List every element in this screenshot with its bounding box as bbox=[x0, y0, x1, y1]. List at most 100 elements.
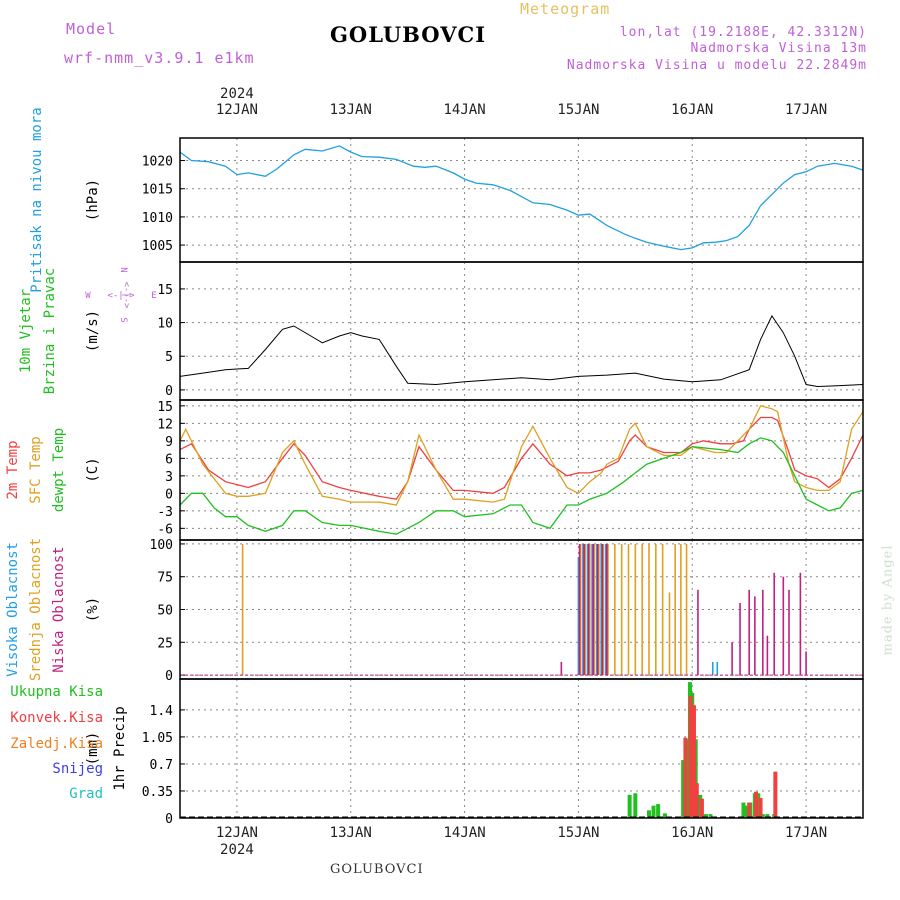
y-unit-label: (hPa) bbox=[85, 179, 101, 221]
data-bar bbox=[606, 543, 608, 676]
data-bar bbox=[683, 737, 688, 818]
y-axis-title: dewpt Temp bbox=[51, 428, 67, 512]
lonlat-label: lon,lat (19.2188E, 42.3312N) bbox=[619, 25, 867, 40]
data-bar bbox=[716, 661, 719, 676]
y-tick-label: 12 bbox=[157, 417, 173, 432]
y-tick-label: 9 bbox=[165, 435, 173, 450]
y-axis-title: 10m Vjetar bbox=[18, 289, 34, 373]
data-bar bbox=[661, 543, 664, 676]
dir-legend-horizontal: <-|-> bbox=[107, 291, 135, 301]
y-tick-label: -3 bbox=[157, 505, 173, 520]
data-bar bbox=[773, 572, 776, 676]
data-bar bbox=[739, 602, 741, 676]
y-tick-label: 25 bbox=[157, 636, 173, 651]
data-bar bbox=[596, 543, 599, 676]
series-line bbox=[179, 314, 864, 388]
data-bar bbox=[655, 543, 657, 676]
series-line bbox=[179, 145, 864, 251]
station-title: GOLUBOVCI bbox=[330, 22, 487, 47]
y-axis-title: Niska Oblacnost bbox=[51, 546, 67, 672]
model-altitude-label: Nadmorska Visina u modelu 22.2849m bbox=[566, 58, 867, 73]
y-tick-label: 1020 bbox=[142, 155, 173, 170]
data-bar bbox=[758, 797, 763, 818]
y-tick-label: 15 bbox=[157, 283, 173, 298]
data-bar bbox=[694, 783, 699, 818]
data-bar bbox=[680, 543, 682, 676]
footer-title: GOLUBOVCI bbox=[330, 862, 424, 877]
data-bar bbox=[782, 576, 785, 676]
data-bar bbox=[691, 705, 696, 818]
year-label-bottom: 2024 bbox=[220, 842, 254, 858]
time-tick-label-top: 16JAN bbox=[671, 102, 713, 118]
panel-frame bbox=[179, 137, 864, 263]
data-bar bbox=[602, 543, 605, 676]
precip-legend-item: Ukupna Kisa bbox=[10, 684, 103, 700]
data-bar bbox=[656, 804, 661, 818]
data-bar bbox=[589, 543, 591, 676]
dir-legend-s: S bbox=[118, 317, 128, 322]
data-bar bbox=[593, 543, 596, 676]
data-bar bbox=[578, 543, 581, 676]
panel-frame bbox=[179, 399, 864, 541]
data-bar bbox=[595, 543, 598, 676]
data-bar bbox=[685, 543, 688, 676]
data-bar bbox=[662, 813, 667, 818]
data-bar bbox=[766, 635, 769, 676]
time-tick-label-top: 12JAN bbox=[216, 102, 258, 118]
y-tick-label: 75 bbox=[157, 571, 173, 586]
y-unit-label: (mm) bbox=[85, 732, 101, 766]
model-label: Model bbox=[66, 20, 117, 38]
altitude-label: Nadmorska Visina 13m bbox=[690, 41, 867, 56]
data-bar bbox=[748, 589, 750, 676]
data-bar bbox=[760, 814, 765, 818]
data-bar bbox=[685, 739, 690, 818]
watermark: made by Angel bbox=[880, 544, 896, 656]
time-tick-label-bottom: 17JAN bbox=[785, 825, 827, 841]
time-tick-label-bottom: 12JAN bbox=[216, 825, 258, 841]
data-bar bbox=[747, 802, 752, 818]
data-bar bbox=[641, 543, 643, 676]
panel-frame bbox=[179, 678, 864, 819]
y-tick-label: 15 bbox=[157, 400, 173, 415]
data-bar bbox=[583, 543, 585, 676]
data-bar bbox=[604, 543, 607, 676]
data-bar bbox=[600, 543, 602, 676]
series-line bbox=[179, 437, 864, 535]
data-bar bbox=[591, 543, 593, 676]
y-tick-label: 10 bbox=[157, 317, 173, 332]
model-name: wrf-nmm_v3.9.1 e1km bbox=[64, 49, 255, 67]
time-tick-label-top: 13JAN bbox=[330, 102, 372, 118]
data-bar bbox=[754, 596, 756, 676]
data-bar bbox=[703, 814, 708, 818]
data-bar bbox=[584, 543, 587, 676]
precip-legend-item: Zaledj.Kisa bbox=[10, 736, 103, 752]
series-line bbox=[179, 416, 864, 500]
y-tick-label: 0.7 bbox=[150, 758, 173, 773]
series-line bbox=[179, 405, 864, 506]
y-tick-label: 1005 bbox=[142, 239, 173, 254]
data-bar bbox=[586, 543, 589, 676]
data-bar bbox=[765, 814, 770, 818]
y-tick-label: 6 bbox=[165, 452, 173, 467]
time-tick-label-top: 14JAN bbox=[444, 102, 486, 118]
y-axis-title: SFC Temp bbox=[28, 436, 44, 503]
y-tick-label: 1.05 bbox=[142, 731, 173, 746]
data-bar bbox=[651, 805, 656, 818]
data-bar bbox=[773, 771, 778, 818]
y-unit-label: (C) bbox=[85, 457, 101, 482]
y-tick-label: 0 bbox=[165, 669, 173, 684]
dir-legend-n: N bbox=[118, 267, 128, 272]
time-tick-label-bottom: 16JAN bbox=[671, 825, 713, 841]
data-bar bbox=[560, 661, 563, 676]
data-bar bbox=[756, 793, 761, 818]
data-bar bbox=[598, 543, 600, 676]
data-bar bbox=[614, 543, 616, 676]
dir-legend-w: W bbox=[85, 291, 91, 301]
data-bar bbox=[592, 543, 595, 676]
data-bar bbox=[587, 543, 590, 676]
y-tick-label: 0 bbox=[165, 812, 173, 827]
data-bar bbox=[648, 543, 650, 676]
data-bar bbox=[741, 802, 746, 818]
dir-legend-vertical: <-|-> bbox=[121, 281, 131, 309]
y-axis-title: 2m Temp bbox=[5, 440, 21, 499]
